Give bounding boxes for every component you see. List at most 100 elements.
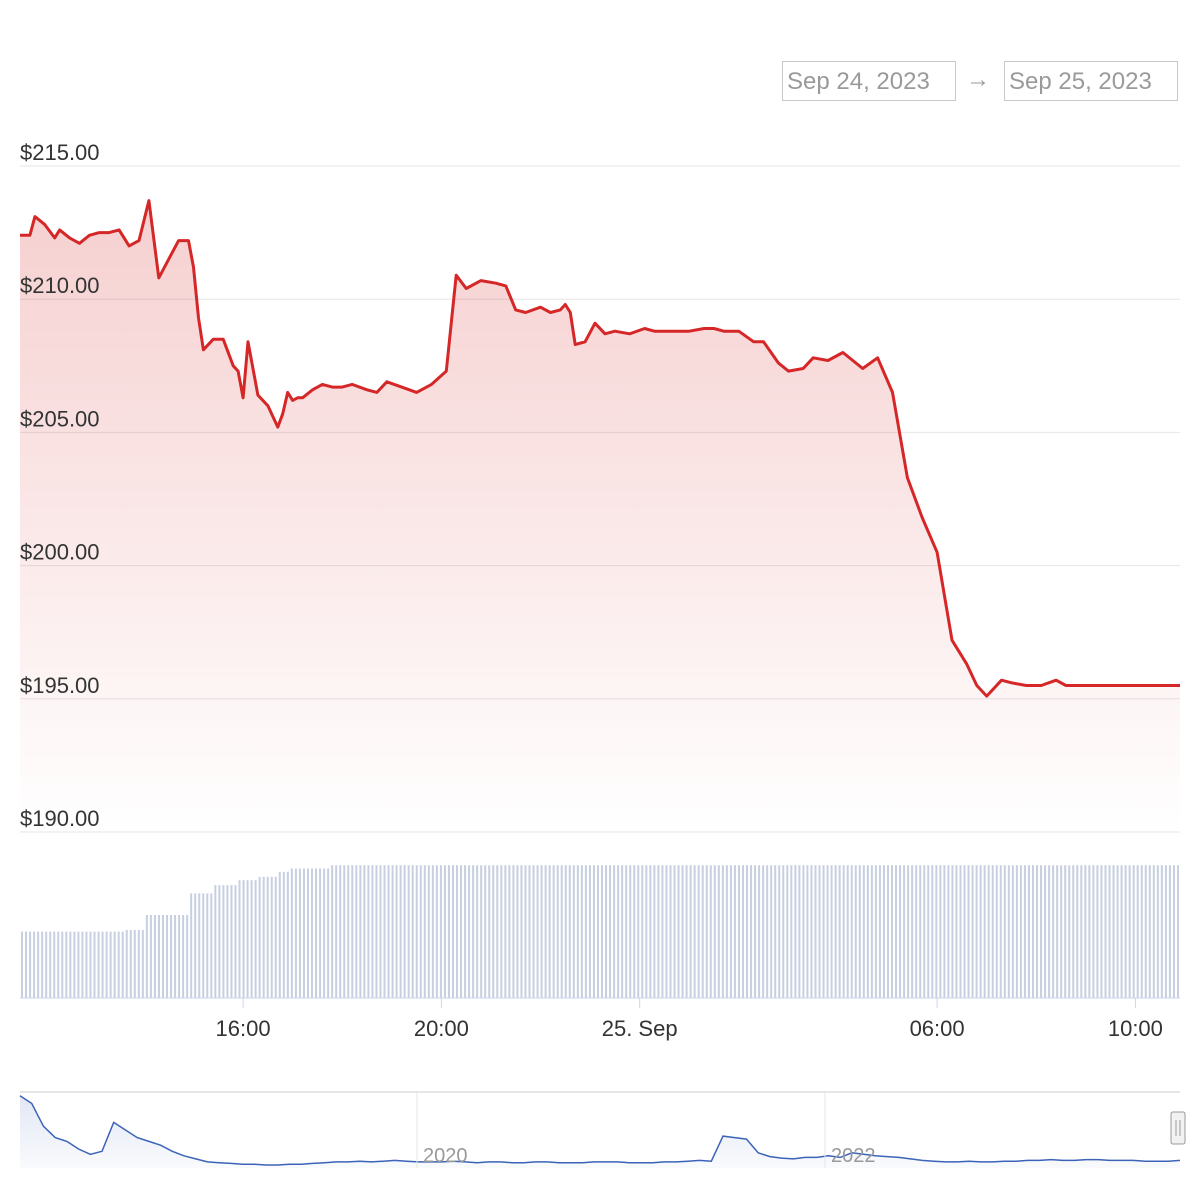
volume-bar — [524, 865, 527, 998]
volume-bar — [548, 865, 551, 998]
volume-bar — [246, 880, 249, 998]
navigator-tick-label: 2020 — [423, 1145, 468, 1167]
volume-bar — [830, 865, 833, 998]
volume-bar — [262, 876, 265, 998]
volume-bar — [286, 871, 289, 998]
volume-bar — [592, 865, 595, 998]
volume-bar — [685, 865, 688, 998]
volume-bar — [113, 931, 116, 998]
volume-bar — [57, 931, 60, 998]
volume-bar — [999, 865, 1002, 998]
volume-bar — [665, 865, 668, 998]
volume-bar — [476, 865, 479, 998]
volume-bar — [693, 865, 696, 998]
volume-bar — [45, 931, 48, 998]
volume-bar — [621, 865, 624, 998]
volume-bar — [1148, 865, 1151, 998]
volume-bar — [93, 931, 96, 998]
volume-bar — [85, 931, 88, 998]
volume-bar — [105, 931, 108, 998]
volume-bar — [500, 865, 503, 998]
volume-bar — [41, 931, 44, 998]
volume-bar — [29, 931, 32, 998]
volume-bar — [677, 865, 680, 998]
volume-bar — [1100, 865, 1103, 998]
volume-bar — [1015, 865, 1018, 998]
volume-bar — [61, 931, 64, 998]
y-tick-label: $195.00 — [20, 673, 100, 698]
volume-bar — [858, 865, 861, 998]
volume-bar — [347, 865, 350, 998]
volume-bar — [919, 865, 922, 998]
volume-bar — [206, 893, 209, 998]
volume-bar — [367, 865, 370, 998]
volume-bar — [951, 865, 954, 998]
volume-bar — [331, 865, 334, 998]
volume-bar — [814, 865, 817, 998]
volume-bar — [552, 865, 555, 998]
volume-bar — [995, 865, 998, 998]
y-tick-label: $215.00 — [20, 140, 100, 165]
volume-bar — [516, 865, 519, 998]
navigator-tick-label: 2022 — [831, 1145, 876, 1167]
volume-bar — [379, 865, 382, 998]
volume-bar — [649, 865, 652, 998]
volume-bar — [673, 865, 676, 998]
volume-bar — [339, 865, 342, 998]
volume-bar — [387, 865, 390, 998]
date-range-from-input[interactable]: Sep 24, 2023 — [782, 61, 956, 101]
volume-bar — [705, 865, 708, 998]
volume-bar — [1164, 865, 1167, 998]
volume-bar — [633, 865, 636, 998]
volume-bar — [637, 865, 640, 998]
volume-bar — [1040, 865, 1043, 998]
volume-bar — [959, 865, 962, 998]
volume-bar — [306, 868, 309, 998]
volume-bar — [278, 871, 281, 998]
volume-bar — [834, 865, 837, 998]
volume-bar — [472, 865, 475, 998]
y-tick-label: $190.00 — [20, 806, 100, 831]
volume-bar — [895, 865, 898, 998]
volume-bar — [178, 915, 181, 998]
volume-bar — [798, 865, 801, 998]
volume-bar — [943, 865, 946, 998]
volume-bar — [979, 865, 982, 998]
date-range-to-input[interactable]: Sep 25, 2023 — [1004, 61, 1178, 101]
volume-bar — [214, 885, 217, 998]
volume-bar — [762, 865, 765, 998]
volume-bar — [862, 865, 865, 998]
volume-bar — [1176, 865, 1179, 998]
volume-bar — [73, 931, 76, 998]
volume-bar — [423, 865, 426, 998]
volume-bar — [371, 865, 374, 998]
volume-bar — [1072, 865, 1075, 998]
volume-bar — [186, 915, 189, 998]
volume-bar — [1031, 865, 1034, 998]
price-line — [20, 199, 1180, 698]
volume-bar — [351, 865, 354, 998]
volume-bar — [290, 868, 293, 998]
volume-bar — [556, 865, 559, 998]
volume-bar — [109, 931, 112, 998]
volume-bar — [456, 865, 459, 998]
volume-bar — [222, 885, 225, 998]
navigator-handle — [1170, 1111, 1186, 1145]
volume-bar — [669, 865, 672, 998]
volume-bar — [899, 865, 902, 998]
volume-bar — [403, 865, 406, 998]
volume-bar — [927, 865, 930, 998]
volume-bar — [1172, 865, 1175, 998]
volume-bar — [601, 865, 604, 998]
volume-bar — [266, 876, 269, 998]
volume-bar — [782, 865, 785, 998]
volume-bar — [842, 865, 845, 998]
volume-bar — [923, 865, 926, 998]
volume-bar — [826, 865, 829, 998]
volume-bar — [218, 885, 221, 998]
volume-bar — [1084, 865, 1087, 998]
volume-bar — [174, 915, 177, 998]
volume-bar — [536, 865, 539, 998]
volume-bar — [439, 865, 442, 998]
volume-bar — [1160, 865, 1163, 998]
